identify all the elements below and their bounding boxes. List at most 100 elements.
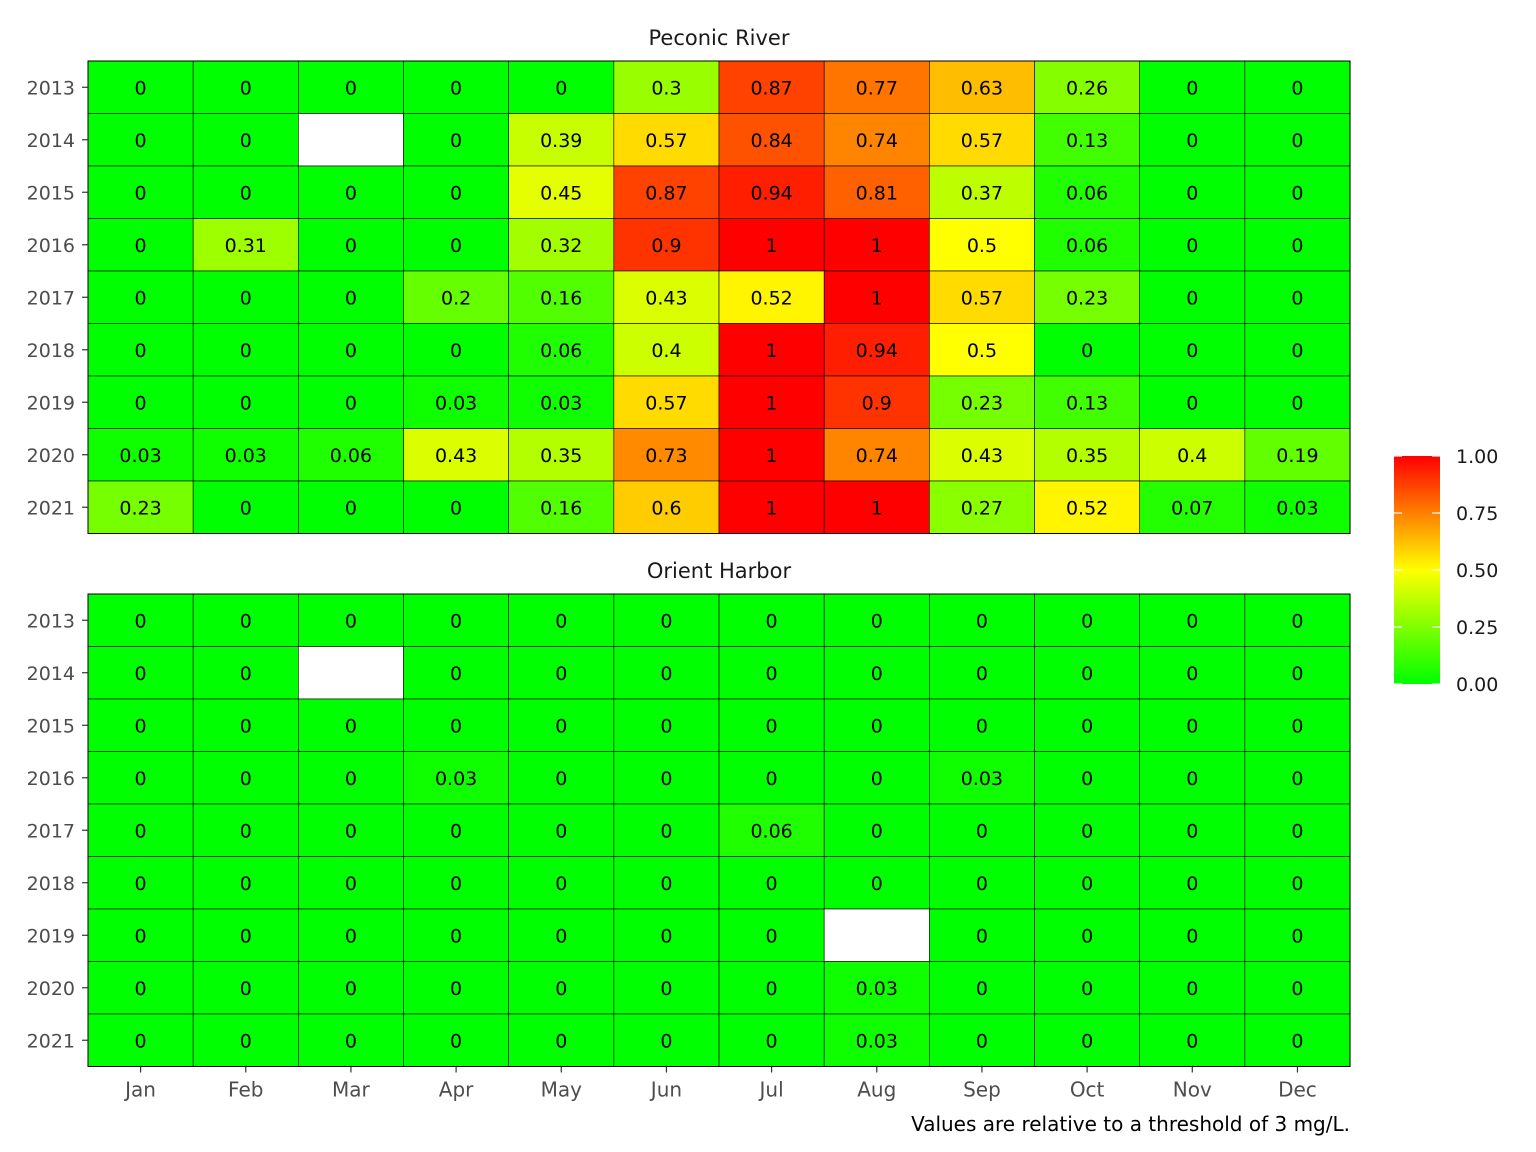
heatmap-cell bbox=[298, 908, 404, 962]
cell-value-label: 0 bbox=[871, 873, 883, 895]
cell-value-label: 0 bbox=[345, 392, 357, 414]
cell-value-label: 0 bbox=[766, 663, 778, 685]
cell-value-label: 0 bbox=[345, 610, 357, 632]
heatmap-cell bbox=[1139, 1013, 1246, 1067]
heatmap-cell bbox=[192, 428, 299, 482]
heatmap-cell bbox=[192, 165, 299, 219]
cell-value-label: 0 bbox=[135, 925, 147, 947]
cell-value-label: 0.32 bbox=[540, 235, 582, 257]
cell-value-label: 0 bbox=[345, 978, 357, 1000]
x-tick-label: Oct bbox=[1070, 1078, 1105, 1102]
cell-value-label: 0.57 bbox=[645, 392, 687, 414]
cell-value-label: 0 bbox=[766, 610, 778, 632]
cell-value-label: 0 bbox=[976, 610, 988, 632]
cell-value-label: 0.87 bbox=[645, 182, 687, 204]
heatmap-cell bbox=[613, 60, 720, 114]
heatmap-cell bbox=[298, 961, 404, 1015]
heatmap-cell bbox=[403, 428, 509, 482]
heatmap-cell bbox=[87, 593, 194, 647]
cell-value-label: 0 bbox=[240, 768, 252, 790]
heatmap-cell bbox=[403, 375, 509, 429]
x-tick-label: Feb bbox=[228, 1078, 263, 1102]
cell-value-label: 0 bbox=[135, 182, 147, 204]
cell-value-label: 0 bbox=[555, 1030, 567, 1052]
heatmap-cell bbox=[1034, 1013, 1141, 1067]
legend-tick-label: 1.00 bbox=[1456, 446, 1498, 468]
cell-value-label: 0 bbox=[240, 340, 252, 362]
cell-value-label: 0 bbox=[660, 610, 672, 632]
cell-value-label: 0.45 bbox=[540, 182, 582, 204]
cell-value-label: 0 bbox=[1186, 235, 1198, 257]
cell-value-label: 0 bbox=[1081, 610, 1093, 632]
heatmap-cell bbox=[298, 698, 404, 752]
cell-value-label: 0 bbox=[766, 1030, 778, 1052]
heatmap-cell bbox=[298, 593, 404, 647]
cell-value-label: 0 bbox=[1081, 925, 1093, 947]
cell-value-label: 0.13 bbox=[1066, 392, 1108, 414]
heatmap-cell bbox=[508, 856, 615, 910]
cell-value-label: 0 bbox=[240, 182, 252, 204]
cell-value-label: 0 bbox=[660, 925, 672, 947]
cell-value-label: 1 bbox=[871, 497, 883, 519]
cell-value-label: 0.06 bbox=[540, 340, 582, 362]
cell-value-label: 0 bbox=[871, 715, 883, 737]
heatmap-cell bbox=[87, 375, 194, 429]
x-tick-label: Nov bbox=[1173, 1078, 1212, 1102]
heatmap-cell bbox=[823, 751, 930, 805]
heatmap-cell bbox=[823, 323, 930, 377]
heatmap-cell bbox=[298, 270, 404, 324]
cell-value-label: 0 bbox=[345, 497, 357, 519]
heatmap-cell bbox=[1244, 856, 1351, 910]
heatmap-cell bbox=[87, 646, 194, 700]
cell-value-label: 0 bbox=[240, 978, 252, 1000]
cell-value-label: 0 bbox=[660, 663, 672, 685]
cell-value-label: 0 bbox=[766, 925, 778, 947]
heatmap-cell bbox=[508, 218, 615, 272]
heatmap-cell bbox=[1244, 323, 1351, 377]
heatmap-cell bbox=[613, 428, 720, 482]
heatmap-cell bbox=[87, 60, 194, 114]
cell-value-label: 0 bbox=[555, 978, 567, 1000]
cell-value-label: 0 bbox=[555, 77, 567, 99]
heatmap-cell bbox=[192, 961, 299, 1015]
cell-value-label: 0 bbox=[135, 978, 147, 1000]
heatmap-cell bbox=[508, 165, 615, 219]
heatmap-cell bbox=[1244, 480, 1351, 534]
panel-title-peconic-river: Peconic River bbox=[648, 26, 789, 50]
heatmap-cell bbox=[403, 908, 509, 962]
heatmap-cell bbox=[1244, 803, 1351, 857]
cell-value-label: 0.03 bbox=[225, 445, 267, 467]
cell-value-label: 0.23 bbox=[119, 497, 161, 519]
cell-value-label: 0 bbox=[450, 978, 462, 1000]
cell-value-label: 0 bbox=[450, 340, 462, 362]
cell-value-label: 0 bbox=[135, 663, 147, 685]
cell-value-label: 0 bbox=[976, 820, 988, 842]
heatmap-cell bbox=[298, 856, 404, 910]
cell-value-label: 0 bbox=[660, 768, 672, 790]
heatmap-cell bbox=[1244, 218, 1351, 272]
x-tick-label: Sep bbox=[963, 1078, 1001, 1102]
heatmap-cell bbox=[1139, 803, 1246, 857]
cell-value-label: 0.07 bbox=[1171, 497, 1213, 519]
heatmap-cell bbox=[1244, 113, 1351, 167]
cell-value-label: 0.63 bbox=[961, 77, 1003, 99]
heatmap-cell bbox=[1244, 646, 1351, 700]
cell-value-label: 0 bbox=[1291, 820, 1303, 842]
heatmap-cell bbox=[1034, 218, 1141, 272]
heatmap-cell bbox=[508, 323, 615, 377]
heatmap-cell bbox=[1034, 646, 1141, 700]
cell-value-label: 0 bbox=[1291, 130, 1303, 152]
heatmap-cell bbox=[87, 803, 194, 857]
cell-value-label: 1 bbox=[766, 392, 778, 414]
cell-value-label: 0 bbox=[345, 287, 357, 309]
cell-value-label: 0 bbox=[1186, 287, 1198, 309]
heatmap-cell bbox=[298, 375, 404, 429]
cell-value-label: 0 bbox=[976, 715, 988, 737]
heatmap-cell bbox=[929, 856, 1035, 910]
cell-value-label: 0 bbox=[1081, 978, 1093, 1000]
x-tick-label: Jun bbox=[649, 1078, 682, 1102]
cell-value-label: 0.4 bbox=[1177, 445, 1207, 467]
cell-value-label: 0 bbox=[1291, 768, 1303, 790]
heatmap-cell bbox=[1034, 270, 1141, 324]
cell-value-label: 0.84 bbox=[750, 130, 792, 152]
